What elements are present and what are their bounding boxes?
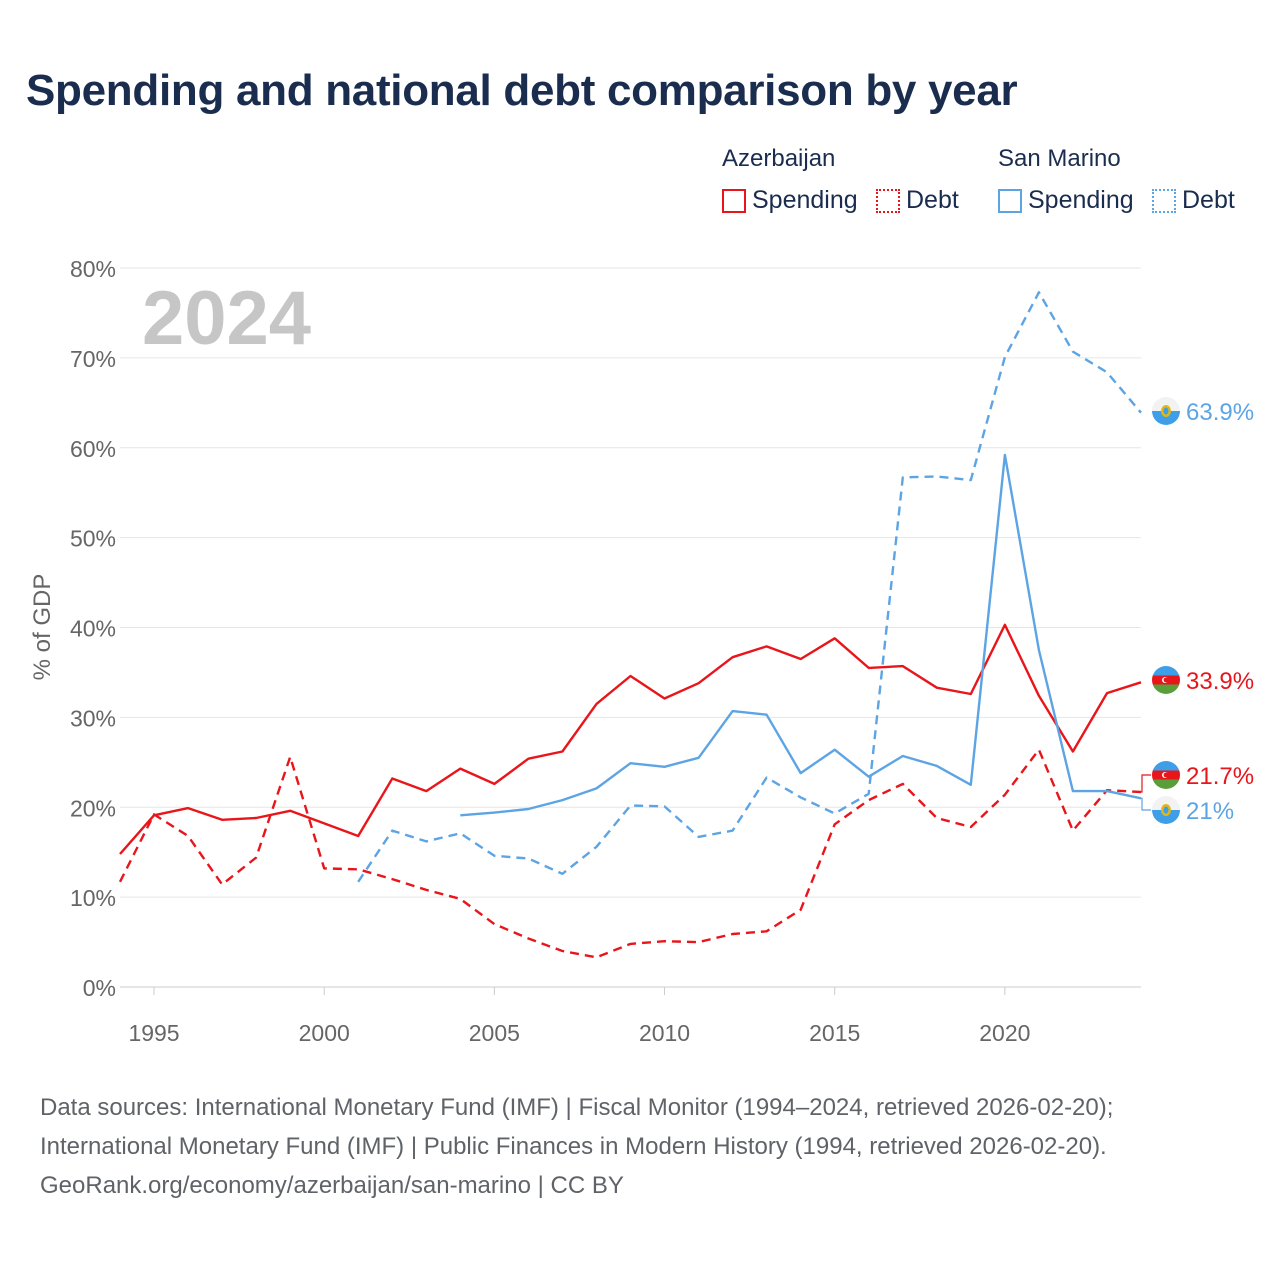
legend-label: Debt <box>906 186 959 214</box>
source-line-2: International Monetary Fund (IMF) | Publ… <box>40 1133 1107 1160</box>
legend-label: Spending <box>752 186 858 214</box>
legend-swatch-solid-blue <box>998 188 1022 213</box>
x-tick-label: 2000 <box>299 1020 350 1046</box>
y-tick-label: 0% <box>83 975 116 1001</box>
series-line-san-marino-spending <box>460 453 1142 817</box>
chart-title: Spending and national debt comparison by… <box>26 66 1018 115</box>
azerbaijan-flag-icon <box>1152 666 1180 694</box>
legend-item-san-marino-spending[interactable]: Spending <box>998 186 1134 215</box>
source-link[interactable]: GeoRank.org/economy/azerbaijan/san-marin… <box>40 1172 624 1199</box>
line-chart: 0% 10% 20% 30% 40% 50% 60% 70% 80% 1995 2000 2005 2… <box>29 256 1254 1046</box>
legend-item-azerbaijan-debt[interactable]: Debt <box>876 186 959 215</box>
x-tick-label: 2005 <box>469 1020 520 1046</box>
legend-country-san-marino: San Marino <box>998 145 1121 172</box>
y-tick-label: 60% <box>70 436 116 462</box>
x-tick-label: 2015 <box>809 1020 860 1046</box>
end-value-label: 63.9% <box>1186 399 1254 426</box>
legend-swatch-dotted-blue <box>1152 188 1176 213</box>
azerbaijan-flag-icon <box>1152 761 1180 789</box>
end-labels: 33.9% 21.7% 21% 63.9% <box>1141 397 1254 825</box>
year-overlay: 2024 <box>142 276 311 361</box>
y-tick-label: 50% <box>70 526 116 552</box>
gridlines <box>120 267 1141 988</box>
san-marino-flag-icon <box>1152 397 1180 425</box>
x-axis-ticks: 1995 2000 2005 2010 2015 2020 <box>128 987 1030 1046</box>
legend-swatch-solid-red <box>722 188 746 213</box>
end-value-label: 33.9% <box>1186 668 1254 695</box>
legend-label: Spending <box>1028 186 1134 214</box>
y-axis-ticks: 0% 10% 20% 30% 40% 50% 60% 70% 80% <box>70 256 116 1001</box>
leader-line <box>1141 797 1151 811</box>
x-tick-label: 1995 <box>128 1020 179 1046</box>
series-line-azerbaijan-spending <box>119 623 1142 855</box>
legend-item-azerbaijan-spending[interactable]: Spending <box>722 186 858 215</box>
y-tick-label: 40% <box>70 616 116 642</box>
legend-country-azerbaijan: Azerbaijan <box>722 145 836 172</box>
series-line-azerbaijan-debt <box>118 748 1142 959</box>
legend-label: Debt <box>1182 186 1235 214</box>
data-sources: Data sources: International Monetary Fun… <box>40 1088 1113 1205</box>
legend-item-san-marino-debt[interactable]: Debt <box>1152 186 1235 215</box>
legend-swatch-dotted-red <box>876 188 900 213</box>
x-tick-label: 2010 <box>639 1020 690 1046</box>
series-lines <box>118 291 1142 959</box>
y-tick-label: 30% <box>70 705 116 731</box>
y-tick-label: 20% <box>70 795 116 821</box>
y-tick-label: 70% <box>70 346 116 372</box>
san-marino-flag-icon <box>1152 796 1180 824</box>
end-value-label: 21.7% <box>1186 763 1254 790</box>
y-tick-label: 10% <box>70 885 116 911</box>
x-tick-label: 2020 <box>979 1020 1030 1046</box>
leader-line <box>1141 774 1151 793</box>
y-tick-label: 80% <box>70 256 116 282</box>
series-line-san-marino-debt <box>357 291 1142 883</box>
source-line-1: Data sources: International Monetary Fun… <box>40 1094 1114 1121</box>
end-value-label: 21% <box>1186 798 1234 825</box>
y-axis-label: % of GDP <box>29 574 56 681</box>
